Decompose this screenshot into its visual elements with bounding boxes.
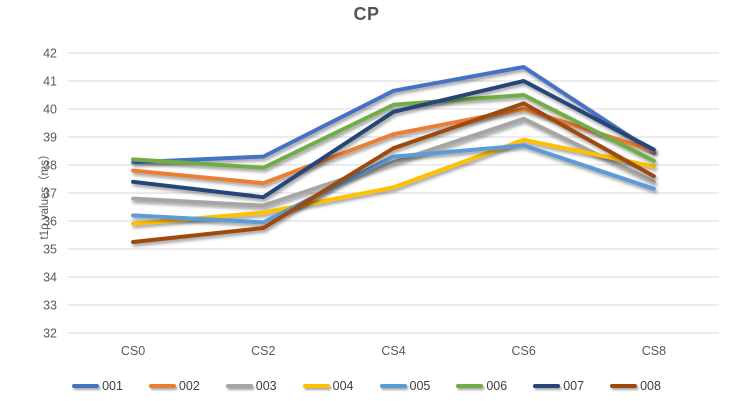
gridlines: [68, 52, 719, 334]
legend-swatch-icon: [225, 383, 253, 389]
y-axis-tick-labels: 32 33 34 35 36 37 38 39 40 41 42: [43, 47, 57, 341]
y-tick-label: 37: [43, 187, 57, 201]
series-line-003[interactable]: [131, 116, 656, 208]
legend-swatch-icon: [148, 383, 176, 389]
series-line-002[interactable]: [131, 107, 656, 186]
legend-label: 001: [102, 379, 123, 393]
series-line-005[interactable]: [131, 143, 656, 225]
x-category-label: CS2: [251, 344, 275, 358]
x-category-label: CS4: [381, 344, 405, 358]
y-tick-label: 35: [43, 243, 57, 257]
y-tick-label: 36: [43, 215, 57, 229]
legend-item-007[interactable]: 007: [533, 379, 584, 393]
legend-swatch-icon: [610, 383, 638, 389]
y-tick-label: 42: [43, 47, 57, 61]
legend-item-004[interactable]: 004: [302, 379, 354, 393]
y-tick-label: 34: [43, 271, 57, 285]
legend-label: 006: [486, 379, 508, 393]
chart-legend: 001 002 003 004 005 006 007 008: [0, 374, 733, 398]
legend-item-002[interactable]: 002: [148, 379, 200, 393]
series-line-008[interactable]: [131, 101, 656, 244]
legend-item-008[interactable]: 008: [610, 379, 661, 393]
chart-title: CP: [353, 4, 380, 24]
series-line-006[interactable]: [131, 93, 656, 170]
y-tick-label: 41: [43, 75, 57, 89]
legend-swatch-icon: [302, 383, 330, 389]
x-category-label: CS0: [121, 344, 145, 358]
y-tick-label: 32: [43, 327, 57, 341]
y-tick-label: 39: [43, 131, 57, 145]
x-axis-category-labels: CS0 CS2 CS4 CS6 CS8: [121, 344, 666, 358]
legend-label: 007: [563, 379, 585, 393]
y-tick-label: 33: [43, 299, 57, 313]
legend-item-001[interactable]: 001: [72, 379, 123, 393]
legend-item-006[interactable]: 006: [456, 379, 507, 393]
y-tick-label: 38: [43, 159, 57, 173]
legend-label: 005: [409, 379, 431, 393]
legend-swatch-icon: [533, 383, 561, 389]
legend-swatch-icon: [379, 383, 407, 389]
legend-item-005[interactable]: 005: [379, 379, 431, 393]
legend-swatch-icon: [72, 383, 100, 389]
legend-swatch-icon: [456, 383, 484, 389]
x-category-label: CS8: [642, 344, 666, 358]
series-line-001[interactable]: [131, 65, 656, 165]
legend-item-003[interactable]: 003: [225, 379, 277, 393]
y-tick-label: 40: [43, 103, 57, 117]
series-line-004[interactable]: [131, 137, 656, 226]
series-line-007[interactable]: [131, 79, 656, 200]
legend-label: 003: [255, 379, 277, 393]
legend-label: 008: [640, 379, 661, 393]
series-lines: [131, 65, 656, 244]
legend-label: 002: [178, 379, 200, 393]
x-category-label: CS6: [512, 344, 536, 358]
legend-label: 004: [332, 379, 354, 393]
